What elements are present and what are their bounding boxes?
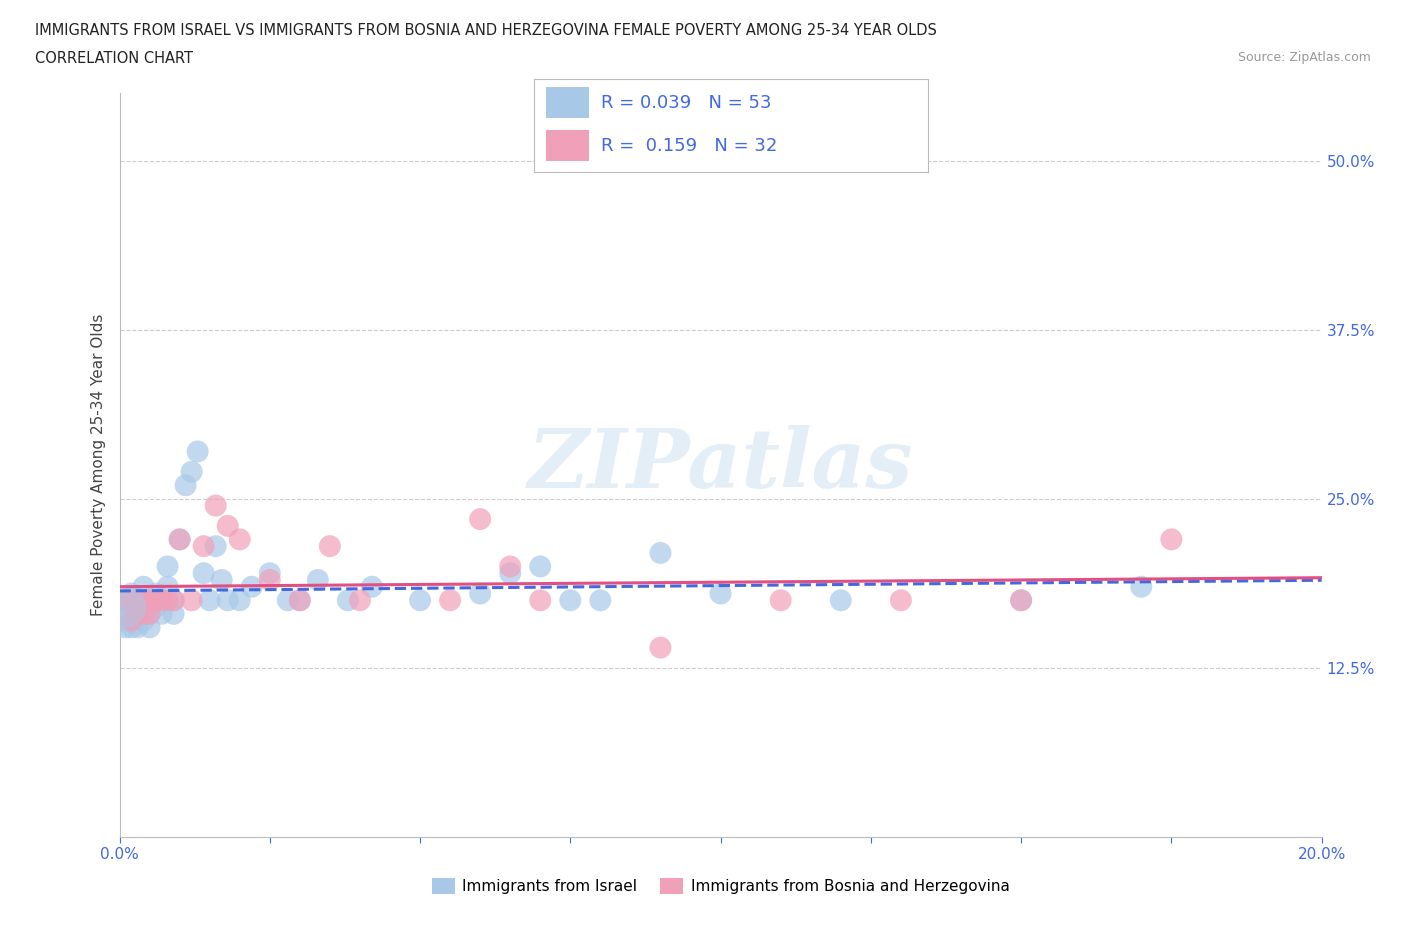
Point	[259, 565, 281, 580]
Point	[127, 600, 149, 615]
Point	[114, 592, 136, 607]
Point	[830, 592, 852, 607]
Point	[150, 606, 173, 621]
Point	[169, 532, 191, 547]
Point	[138, 606, 160, 621]
Point	[198, 592, 221, 607]
Point	[529, 592, 551, 607]
Point	[121, 600, 143, 615]
Point	[169, 532, 191, 547]
Point	[138, 620, 160, 635]
Point	[121, 592, 143, 607]
Point	[156, 559, 179, 574]
Point	[228, 532, 252, 547]
Point	[127, 592, 149, 607]
Point	[288, 592, 311, 607]
Point	[769, 592, 792, 607]
Point	[132, 592, 155, 607]
Point	[162, 592, 184, 607]
Point	[121, 613, 143, 628]
Point	[132, 613, 155, 628]
Legend: Immigrants from Israel, Immigrants from Bosnia and Herzegovina: Immigrants from Israel, Immigrants from …	[426, 871, 1015, 900]
Point	[156, 592, 179, 607]
Point	[121, 613, 143, 628]
Point	[145, 586, 167, 601]
Point	[121, 586, 143, 601]
Point	[204, 538, 226, 553]
Point	[349, 592, 371, 607]
Text: Source: ZipAtlas.com: Source: ZipAtlas.com	[1237, 51, 1371, 64]
Point	[132, 606, 155, 621]
Point	[439, 592, 461, 607]
Point	[709, 586, 731, 601]
Point	[650, 640, 672, 655]
Point	[127, 620, 149, 635]
Point	[162, 606, 184, 621]
Point	[127, 606, 149, 621]
Point	[560, 592, 582, 607]
Text: R =  0.159   N = 32: R = 0.159 N = 32	[602, 137, 778, 154]
Point	[121, 620, 143, 635]
Point	[468, 512, 492, 526]
Point	[1160, 532, 1182, 547]
Bar	[546, 87, 589, 118]
Point	[174, 478, 197, 493]
Point	[277, 592, 299, 607]
Point	[127, 606, 149, 621]
Point	[138, 592, 160, 607]
Point	[156, 579, 179, 594]
Point	[193, 538, 215, 553]
Point	[1010, 592, 1032, 607]
Point	[1130, 579, 1153, 594]
Point	[409, 592, 432, 607]
Point	[468, 586, 492, 601]
Point	[336, 592, 359, 607]
Point	[499, 565, 522, 580]
Point	[361, 579, 384, 594]
Point	[217, 592, 239, 607]
Point	[1010, 592, 1032, 607]
Point	[529, 559, 551, 574]
Point	[162, 592, 184, 607]
Point	[319, 538, 342, 553]
Point	[180, 592, 202, 607]
Point	[150, 592, 173, 607]
Point	[180, 464, 202, 479]
Point	[132, 579, 155, 594]
Point	[114, 600, 136, 615]
Point	[127, 592, 149, 607]
Point	[259, 573, 281, 588]
Text: IMMIGRANTS FROM ISRAEL VS IMMIGRANTS FROM BOSNIA AND HERZEGOVINA FEMALE POVERTY : IMMIGRANTS FROM ISRAEL VS IMMIGRANTS FRO…	[35, 23, 936, 38]
Point	[890, 592, 912, 607]
Point	[499, 559, 522, 574]
Point	[145, 600, 167, 615]
Text: R = 0.039   N = 53: R = 0.039 N = 53	[602, 94, 772, 112]
Text: CORRELATION CHART: CORRELATION CHART	[35, 51, 193, 66]
Point	[114, 620, 136, 635]
Bar	[546, 130, 589, 161]
Point	[114, 613, 136, 628]
Point	[138, 592, 160, 607]
Point	[145, 592, 167, 607]
Point	[211, 573, 233, 588]
Text: ZIPatlas: ZIPatlas	[527, 425, 914, 505]
Point	[138, 606, 160, 621]
Point	[288, 592, 311, 607]
Point	[150, 592, 173, 607]
Point	[132, 606, 155, 621]
Y-axis label: Female Poverty Among 25-34 Year Olds: Female Poverty Among 25-34 Year Olds	[90, 313, 105, 617]
Point	[307, 573, 329, 588]
Point	[589, 592, 612, 607]
Point	[240, 579, 263, 594]
Point	[193, 565, 215, 580]
Point	[228, 592, 252, 607]
Point	[217, 518, 239, 533]
Point	[187, 444, 209, 458]
Point	[204, 498, 226, 513]
Point	[650, 546, 672, 561]
Point	[114, 600, 136, 615]
